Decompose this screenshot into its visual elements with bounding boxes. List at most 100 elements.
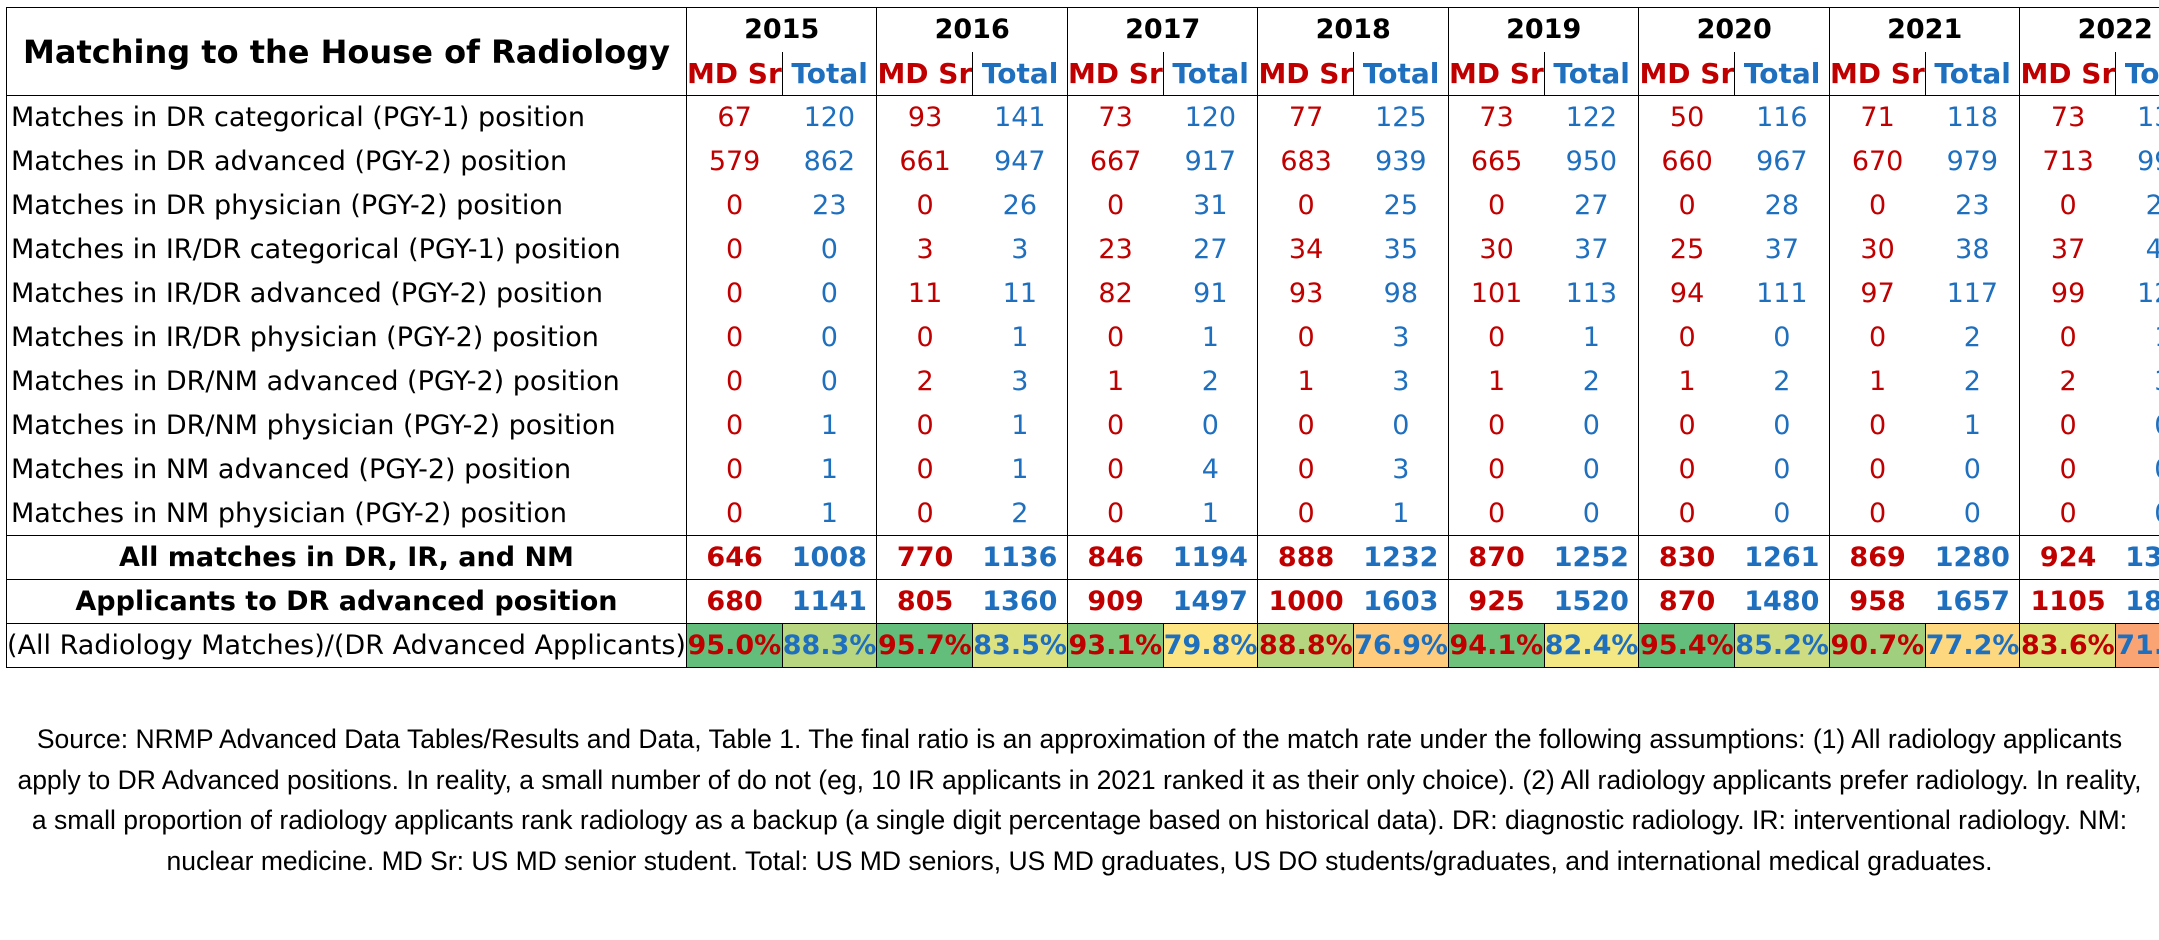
total-value: 1520 — [1544, 579, 1640, 624]
row-label: Matches in DR categorical (PGY-1) positi… — [6, 95, 687, 140]
md-sr-value: 0 — [2019, 315, 2116, 360]
md-sr-value: 0 — [1066, 183, 1164, 228]
total-value: 113 — [1544, 271, 1640, 316]
md-sr-header: MD Sr — [2019, 51, 2116, 96]
ratio-value: 95.7% — [876, 623, 974, 668]
md-sr-value: 0 — [1066, 491, 1164, 536]
table-row: Matches in IR/DR advanced (PGY-2) positi… — [6, 271, 2159, 316]
md-sr-value: 0 — [685, 227, 783, 272]
md-sr-value: 99 — [2019, 271, 2116, 316]
md-sr-value: 0 — [685, 403, 783, 448]
total-value: 1280 — [1925, 535, 2021, 580]
table-row: (All Radiology Matches)/(DR Advanced App… — [6, 623, 2159, 668]
total-header: Total — [1353, 51, 1449, 96]
year-header: 2021 — [1828, 7, 2021, 52]
md-sr-value: 34 — [1257, 227, 1354, 272]
total-header: Total — [972, 51, 1068, 96]
total-value: 0 — [1544, 403, 1640, 448]
year-header: 2020 — [1638, 7, 1830, 52]
total-value: 3 — [1353, 359, 1449, 404]
md-sr-value: 0 — [2019, 447, 2116, 492]
total-value: 3 — [1353, 315, 1449, 360]
md-sr-value: 1 — [1828, 359, 1926, 404]
table-row: Matches in DR advanced (PGY-2) position 5… — [6, 139, 2159, 184]
md-sr-value: 71 — [1828, 95, 1926, 140]
year-header: 2019 — [1447, 7, 1640, 52]
source-note: Source: NRMP Advanced Data Tables/Result… — [17, 724, 2142, 876]
md-sr-value: 805 — [876, 579, 973, 624]
total-header: Total — [2115, 51, 2159, 96]
total-value: 26 — [2115, 183, 2159, 228]
total-value: 0 — [1163, 403, 1259, 448]
md-sr-header: MD Sr — [1066, 51, 1164, 96]
md-sr-value: 1 — [1257, 359, 1354, 404]
md-sr-value: 0 — [1828, 183, 1926, 228]
total-header: Total — [781, 51, 878, 96]
year-header: 2015 — [685, 7, 878, 52]
total-value: 1 — [972, 403, 1068, 448]
total-value: 1 — [972, 315, 1068, 360]
md-sr-value: 0 — [1828, 491, 1926, 536]
md-sr-value: 1 — [1066, 359, 1164, 404]
total-header: Total — [1543, 51, 1640, 96]
table-row: Applicants to DR advanced position 680 114… — [6, 579, 2159, 624]
md-sr-value: 0 — [1638, 183, 1735, 228]
md-sr-value: 869 — [1828, 535, 1926, 580]
total-value: 1360 — [972, 579, 1068, 624]
md-sr-value: 0 — [1638, 403, 1735, 448]
total-value: 141 — [972, 95, 1068, 140]
md-sr-value: 30 — [1828, 227, 1926, 272]
total-value: 0 — [2115, 403, 2159, 448]
total-value: 132 — [2115, 95, 2159, 140]
ratio-value: 88.8% — [1257, 623, 1355, 668]
total-value: 2 — [1925, 315, 2021, 360]
total-value: 0 — [1734, 447, 1830, 492]
total-value: 3 — [2115, 359, 2159, 404]
row-label: Matches in IR/DR categorical (PGY-1) pos… — [6, 227, 687, 272]
md-sr-value: 0 — [685, 359, 783, 404]
total-value: 0 — [782, 315, 878, 360]
ratio-value: 95.0% — [685, 623, 783, 668]
md-sr-value: 1105 — [2019, 579, 2116, 624]
md-sr-value: 925 — [1447, 579, 1545, 624]
md-sr-value: 680 — [685, 579, 783, 624]
total-value: 0 — [1544, 447, 1640, 492]
md-sr-header: MD Sr — [1447, 51, 1545, 96]
ratio-value: 82.4% — [1543, 623, 1640, 668]
md-sr-value: 924 — [2019, 535, 2116, 580]
md-sr-value: 958 — [1828, 579, 1926, 624]
total-value: 950 — [1544, 139, 1640, 184]
table-row: Matches in DR/NM physician (PGY-2) posit… — [6, 403, 2159, 448]
md-sr-header: MD Sr — [1257, 51, 1354, 96]
total-value: 1194 — [1163, 535, 1259, 580]
total-value: 26 — [972, 183, 1068, 228]
total-header: Total — [1162, 51, 1259, 96]
total-value: 0 — [1925, 447, 2021, 492]
total-value: 28 — [1734, 183, 1830, 228]
ratio-value: 83.6% — [2019, 623, 2117, 668]
total-value: 45 — [2115, 227, 2159, 272]
total-value: 2 — [1925, 359, 2021, 404]
md-sr-value: 3 — [876, 227, 973, 272]
total-value: 0 — [1734, 491, 1830, 536]
year-header: 2022 — [2019, 7, 2159, 52]
total-value: 1 — [1163, 315, 1259, 360]
md-sr-value: 1 — [1638, 359, 1735, 404]
table-row: Matches in DR categorical (PGY-1) positi… — [6, 95, 2159, 140]
total-value: 862 — [782, 139, 878, 184]
total-value: 1 — [972, 447, 1068, 492]
total-value: 3 — [1353, 447, 1449, 492]
table-row: Matches in IR/DR physician (PGY-2) posit… — [6, 315, 2159, 360]
md-sr-value: 0 — [685, 183, 783, 228]
md-sr-value: 101 — [1447, 271, 1545, 316]
total-value: 37 — [1544, 227, 1640, 272]
md-sr-value: 0 — [2019, 183, 2116, 228]
row-label: Matches in DR/NM physician (PGY-2) posit… — [6, 403, 687, 448]
md-sr-value: 93 — [876, 95, 973, 140]
md-sr-header: MD Sr — [1638, 51, 1735, 96]
row-label: Matches in IR/DR physician (PGY-2) posit… — [6, 315, 687, 360]
total-value: 0 — [782, 227, 878, 272]
md-sr-value: 0 — [1257, 315, 1354, 360]
md-sr-value: 73 — [1447, 95, 1545, 140]
md-sr-header: MD Sr — [685, 51, 783, 96]
